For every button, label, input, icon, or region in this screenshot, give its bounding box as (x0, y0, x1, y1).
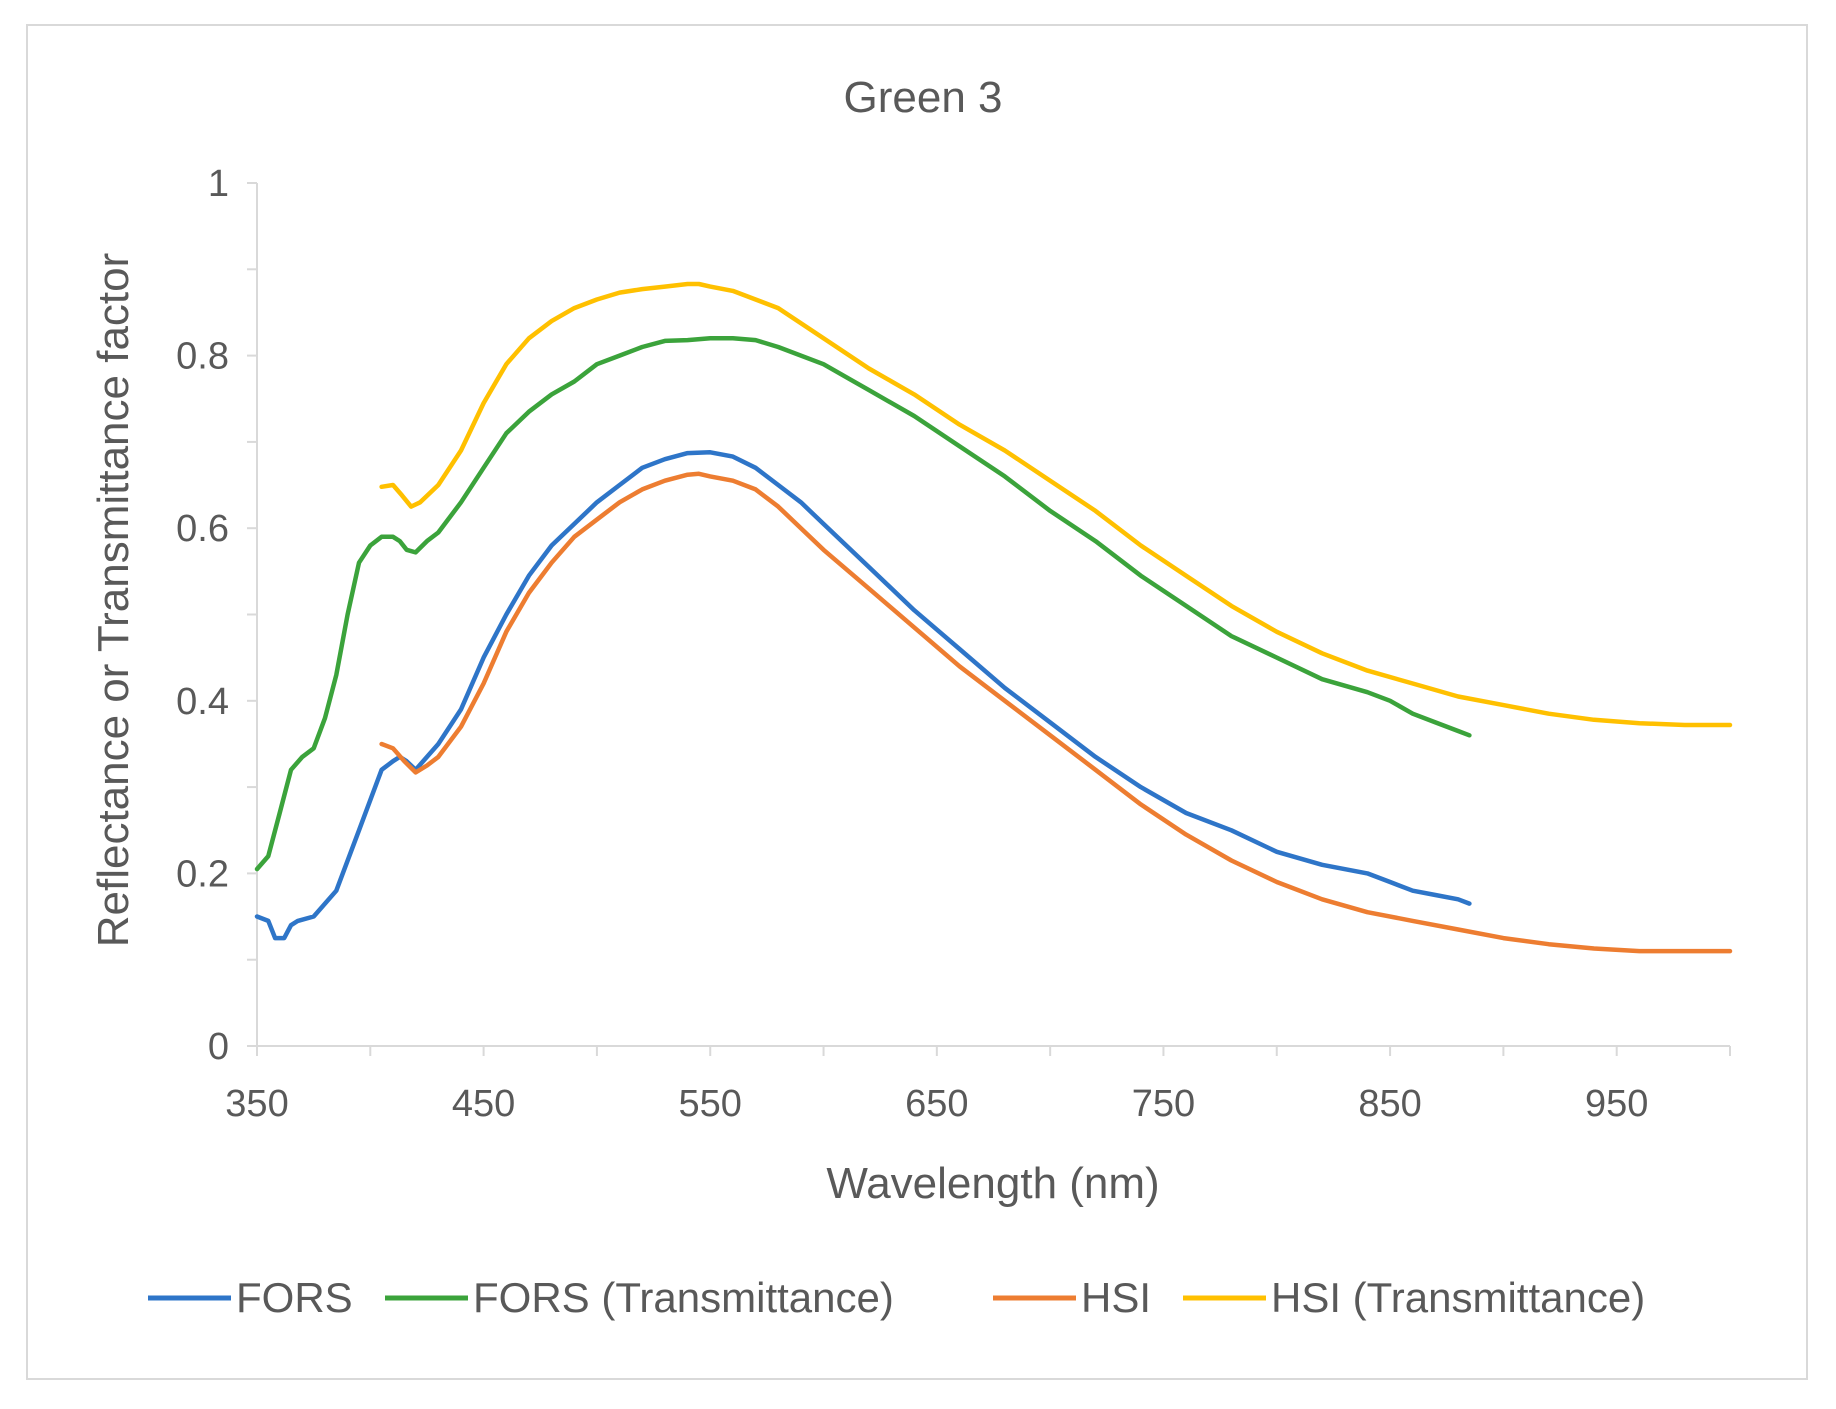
legend: FORS FORS (Transmittance) HSI HSI (Transmit… (148, 1274, 1645, 1321)
legend-label-fors-transmittance: FORS (Transmittance) (473, 1274, 894, 1321)
series-line-hsi-transmittance (382, 284, 1730, 725)
x-tick-label: 450 (452, 1083, 515, 1125)
x-tick-label: 550 (679, 1083, 742, 1125)
series-line-hsi (382, 474, 1730, 951)
legend-label-hsi: HSI (1081, 1274, 1151, 1321)
axes (257, 183, 1730, 1046)
x-tick-label: 950 (1585, 1083, 1648, 1125)
x-tick-label: 650 (905, 1083, 968, 1125)
y-tick-label: 0 (208, 1026, 229, 1068)
x-tick-label: 750 (1132, 1083, 1195, 1125)
ticks (247, 183, 1730, 1056)
chart: Green 3 0 0.2 0.4 0.6 0.8 1 350 450 550 650 750 850… (0, 0, 1836, 1409)
y-tick-label: 0.2 (176, 853, 229, 895)
x-tick-label: 850 (1358, 1083, 1421, 1125)
series-line-fors (257, 452, 1469, 938)
y-tick-label: 0.6 (176, 508, 229, 550)
legend-label-hsi-transmittance: HSI (Transmittance) (1271, 1274, 1645, 1321)
tick-labels: 0 0.2 0.4 0.6 0.8 1 350 450 550 650 750 850 950 (176, 163, 1648, 1125)
y-axis-title: Reflectance or Transmittance factor (89, 253, 138, 948)
series-lines (257, 284, 1730, 951)
y-tick-label: 0.4 (176, 681, 229, 723)
y-tick-label: 0.8 (176, 336, 229, 378)
y-tick-label: 1 (208, 163, 229, 205)
series-line-fors-transmittance (257, 338, 1469, 869)
legend-label-fors: FORS (236, 1274, 353, 1321)
x-axis-title: Wavelength (nm) (826, 1159, 1159, 1208)
chart-title: Green 3 (844, 73, 1003, 122)
x-tick-label: 350 (225, 1083, 288, 1125)
